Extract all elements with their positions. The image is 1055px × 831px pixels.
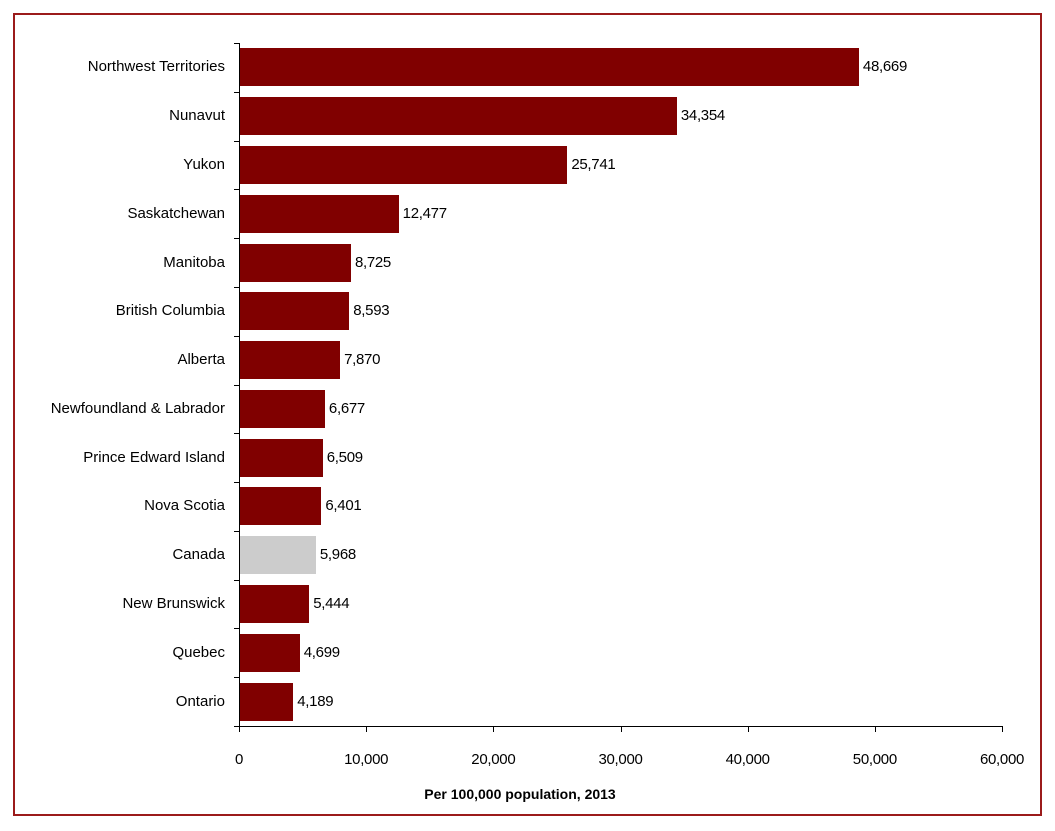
bar	[240, 487, 322, 526]
category-label: Yukon	[183, 155, 225, 173]
bar-highlight	[240, 536, 316, 575]
y-tick	[234, 579, 239, 581]
x-tick-label: 40,000	[725, 751, 770, 768]
bar	[240, 243, 351, 282]
y-tick	[234, 433, 239, 435]
y-tick	[234, 91, 239, 93]
value-label: 5,968	[319, 546, 356, 564]
value-label: 4,189	[297, 692, 334, 710]
category-label: Saskatchewan	[127, 204, 225, 222]
bar	[240, 341, 341, 380]
value-label: 6,401	[325, 497, 362, 515]
value-label: 12,477	[402, 204, 447, 222]
bar	[240, 389, 325, 428]
bar	[240, 438, 323, 477]
y-tick	[234, 43, 239, 44]
value-label: 34,354	[680, 107, 725, 125]
y-tick	[234, 677, 239, 679]
value-label: 7,870	[344, 351, 381, 369]
x-tick-label: 60,000	[979, 751, 1025, 768]
y-tick	[234, 140, 239, 142]
value-label: 4,699	[303, 643, 340, 661]
category-label: Quebec	[172, 643, 225, 661]
y-tick	[234, 335, 239, 337]
x-tick-label: 10,000	[344, 751, 389, 768]
value-label: 48,669	[862, 58, 907, 76]
y-tick	[234, 238, 239, 240]
x-tick	[493, 726, 495, 732]
bar	[240, 194, 399, 233]
category-label: New Brunswick	[122, 595, 225, 613]
x-tick	[747, 726, 749, 732]
category-label: Nunavut	[169, 107, 225, 125]
x-tick	[366, 726, 368, 732]
y-tick	[234, 286, 239, 288]
y-tick	[234, 530, 239, 532]
y-axis	[239, 43, 240, 726]
x-tick-label: 50,000	[852, 751, 897, 768]
x-tick	[1002, 726, 1003, 732]
bar	[240, 145, 568, 184]
bar	[240, 682, 294, 721]
x-tick	[620, 726, 622, 732]
y-tick	[234, 384, 239, 386]
category-label: British Columbia	[115, 302, 225, 320]
value-label: 5,444	[313, 595, 350, 613]
value-label: 6,509	[326, 448, 363, 466]
category-label: Ontario	[175, 692, 225, 710]
category-label: Manitoba	[163, 253, 225, 271]
x-tick-label: 20,000	[471, 751, 516, 768]
value-label: 8,593	[353, 302, 390, 320]
category-label: Nova Scotia	[144, 497, 225, 515]
value-label: 8,725	[354, 253, 391, 271]
bar	[240, 633, 300, 672]
value-label: 6,677	[328, 399, 365, 417]
y-tick	[234, 482, 239, 484]
chart-frame	[13, 13, 1042, 816]
y-tick	[234, 628, 239, 630]
category-label: Prince Edward Island	[83, 448, 225, 466]
y-tick	[234, 189, 239, 191]
bar	[240, 97, 677, 136]
x-tick-label: 30,000	[598, 751, 643, 768]
category-label: Canada	[172, 546, 225, 564]
category-label: Alberta	[177, 351, 225, 369]
category-label: Northwest Territories	[87, 58, 225, 76]
x-axis-title: Per 100,000 population, 2013	[424, 786, 616, 802]
y-tick	[234, 726, 239, 727]
x-tick-label: 0	[234, 751, 244, 768]
bar	[240, 585, 310, 624]
x-tick	[874, 726, 876, 732]
bar	[240, 48, 859, 87]
value-label: 25,741	[571, 155, 616, 173]
x-tick	[239, 726, 240, 732]
category-label: Newfoundland & Labrador	[50, 399, 225, 417]
bar	[240, 292, 350, 331]
